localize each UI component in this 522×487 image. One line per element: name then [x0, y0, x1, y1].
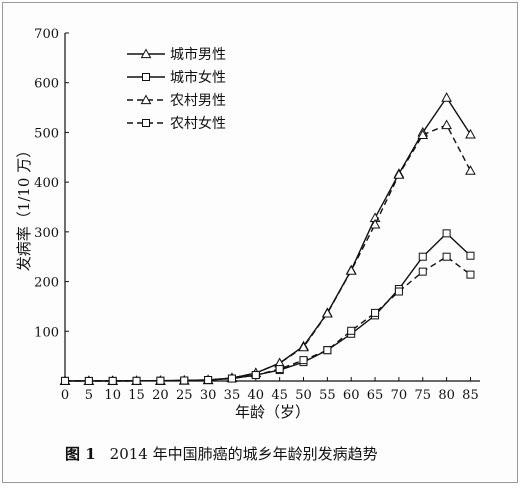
legend-item: 农村男性	[127, 93, 226, 109]
data-point	[227, 374, 236, 383]
data-point	[61, 376, 69, 385]
data-point	[417, 129, 429, 140]
data-point	[84, 376, 93, 385]
series-line	[64, 232, 471, 382]
series-4	[61, 252, 475, 385]
series-3	[59, 119, 476, 386]
data-point	[345, 265, 357, 275]
x-axis-label: 年龄（岁）	[235, 403, 310, 421]
y-tick-label: 600	[34, 77, 59, 92]
data-point	[441, 92, 452, 102]
y-axis-label: 发病率（1/10 万）	[15, 143, 33, 271]
legend-item: 农村女性	[127, 115, 226, 132]
legend-item: 城市女性	[127, 69, 226, 86]
series-line	[64, 124, 472, 382]
x-tick-label: 5	[85, 388, 93, 403]
data-point	[442, 252, 451, 261]
x-tick-label: 15	[128, 388, 145, 403]
y-tick-label: 500	[34, 126, 59, 141]
legend-label: 城市女性	[170, 69, 226, 86]
x-tick-label: 10	[104, 388, 121, 403]
x-tick-label: 60	[343, 388, 360, 403]
line-chart: 0 5 10 15 20 25 30 35 40 45 50 55 60 65 70 75 80 85 100 200…	[15, 27, 480, 421]
legend-label: 城市男性	[170, 46, 226, 63]
x-tick-label: 30	[200, 388, 217, 403]
data-point	[394, 287, 403, 296]
figure-caption: 图 1 2014 年中国肺癌的城乡年龄别发病趋势	[65, 443, 378, 464]
data-point	[418, 267, 427, 276]
x-tick-label: 20	[152, 388, 169, 403]
y-tick-label: 100	[34, 325, 59, 340]
data-point	[204, 376, 213, 385]
legend-marker	[142, 73, 150, 81]
data-point	[465, 128, 476, 139]
x-tick-label: 45	[271, 388, 288, 403]
y-tick-label: 200	[34, 276, 59, 291]
y-tick-label: 400	[34, 176, 59, 191]
data-point	[322, 307, 333, 318]
data-point	[466, 251, 475, 260]
data-point	[442, 229, 451, 238]
legend-label: 农村男性	[170, 93, 226, 109]
x-tick-label: 85	[462, 388, 479, 403]
x-tick-label: 70	[391, 388, 408, 403]
series-2	[61, 229, 475, 385]
data-point	[299, 356, 308, 365]
series-1	[59, 92, 476, 386]
data-point	[180, 376, 189, 385]
data-point	[323, 346, 332, 355]
series-layer	[59, 92, 476, 386]
data-point	[369, 218, 381, 229]
x-tick-label: 65	[367, 388, 384, 403]
figure-caption-text: 2014 年中国肺癌的城乡年龄别发病趋势	[109, 445, 378, 463]
x-tick-label: 0	[61, 388, 69, 403]
data-point	[275, 365, 284, 374]
data-point	[251, 371, 260, 380]
data-point	[156, 376, 165, 385]
data-point	[132, 376, 141, 385]
legend-marker	[140, 94, 152, 105]
data-point	[465, 165, 476, 175]
y-tick-label: 300	[34, 226, 59, 241]
axes: 0 5 10 15 20 25 30 35 40 45 50 55 60 65 70 75 80 85 100 200…	[34, 27, 480, 403]
figure-caption-label: 图 1	[65, 445, 96, 463]
data-point	[371, 308, 380, 317]
legend-marker	[142, 119, 150, 127]
x-tick-label: 50	[295, 388, 312, 403]
x-tick-label: 25	[176, 388, 193, 403]
data-point	[298, 341, 309, 352]
data-point	[108, 376, 117, 385]
y-tick-label: 700	[34, 27, 59, 42]
data-point	[441, 119, 452, 130]
legend-marker	[140, 48, 152, 59]
x-tick-label: 35	[224, 388, 241, 403]
data-point	[466, 270, 475, 279]
figure-frame: 0 5 10 15 20 25 30 35 40 45 50 55 60 65 70 75 80 85 100 200…	[2, 2, 518, 483]
series-line	[64, 96, 472, 382]
data-point	[393, 169, 405, 179]
x-tick-label: 55	[319, 388, 336, 403]
data-point	[418, 252, 427, 261]
x-tick-label: 40	[248, 388, 265, 403]
legend-item: 城市男性	[127, 46, 226, 63]
x-tick-label: 80	[438, 388, 455, 403]
legend-label: 农村女性	[170, 115, 226, 132]
data-point	[347, 326, 356, 335]
x-tick-label: 75	[414, 388, 431, 403]
